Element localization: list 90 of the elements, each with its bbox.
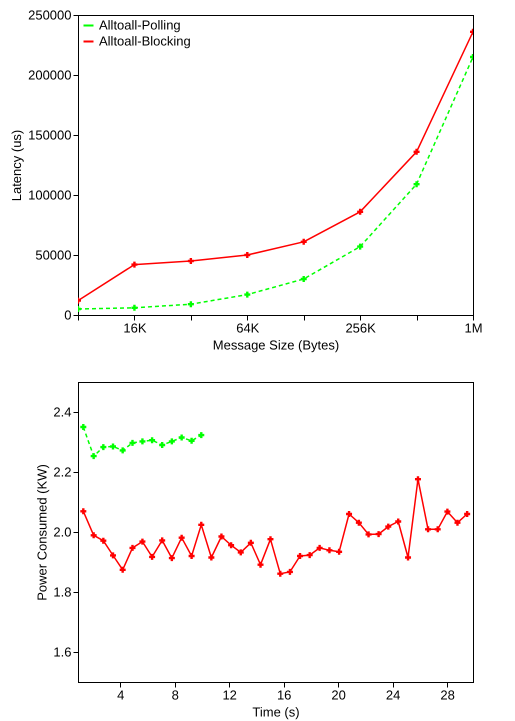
point [90, 453, 97, 460]
y-tick-label: 0 [64, 308, 72, 322]
legend-label: Alltoall-Blocking [99, 34, 191, 48]
point [316, 544, 323, 551]
point [218, 534, 224, 540]
point [178, 434, 185, 440]
point [120, 566, 126, 573]
point [139, 538, 146, 545]
y-axis-title: Power Consumed (KW) [34, 464, 50, 601]
point [336, 548, 342, 555]
y-tick-label: 2.0 [53, 524, 72, 540]
point [238, 549, 244, 556]
point [434, 526, 441, 532]
point [425, 526, 432, 532]
point [357, 208, 364, 215]
point [454, 520, 460, 526]
point [168, 438, 175, 444]
point [149, 437, 156, 444]
point [248, 540, 254, 546]
x-tick-label: 8 [172, 688, 179, 702]
x-tick-label: 256K [345, 320, 376, 336]
x-tick-label: 24 [386, 688, 400, 702]
point [414, 148, 420, 155]
point [258, 562, 264, 568]
point [208, 554, 214, 560]
point [277, 570, 284, 577]
point [414, 476, 421, 482]
x-tick-label: 16K [123, 320, 147, 336]
point [376, 531, 382, 538]
point [357, 244, 364, 250]
point [385, 524, 392, 530]
point [326, 547, 332, 554]
point [306, 552, 313, 558]
y-tick-label: 2.4 [53, 404, 72, 420]
y-tick-label: 50000 [35, 248, 72, 262]
point [286, 568, 293, 575]
point [188, 553, 195, 559]
y-tick-label: 250000 [28, 8, 72, 22]
point [244, 292, 250, 298]
x-tick-label: 20 [331, 688, 346, 702]
point [149, 554, 156, 560]
point [90, 532, 97, 538]
x-tick-label: 64K [236, 320, 260, 336]
point [414, 181, 420, 188]
y-tick-label: 100000 [28, 188, 72, 202]
point [178, 534, 185, 541]
point [129, 440, 136, 446]
point [444, 508, 450, 515]
point [356, 520, 362, 526]
point [80, 508, 86, 514]
y-tick-label: 1.8 [53, 584, 72, 600]
y-tick-label: 200000 [28, 68, 72, 82]
point [100, 538, 106, 544]
point [159, 442, 166, 448]
point [188, 301, 194, 308]
point [366, 531, 372, 538]
legend-label: Alltoall-Polling [99, 18, 181, 32]
point [188, 438, 195, 444]
x-tick-label: 28 [440, 688, 455, 702]
point [300, 238, 307, 245]
point [131, 304, 138, 311]
y-tick-label: 1.6 [53, 644, 72, 660]
y-axis-title: Latency (us) [9, 130, 24, 202]
point [300, 276, 307, 282]
point [80, 424, 86, 430]
x-axis-title: Message Size (Bytes) [212, 338, 340, 352]
x-tick-label: 1M [464, 320, 483, 336]
point [159, 537, 166, 544]
point [464, 511, 470, 517]
point [110, 552, 116, 558]
point [188, 258, 194, 264]
x-axis-title: Time (s) [252, 704, 300, 720]
point [168, 555, 175, 562]
point [100, 444, 106, 450]
x-tick-label: 16 [276, 688, 292, 702]
y-tick-label: 2.2 [53, 464, 72, 480]
point [395, 518, 402, 524]
point [139, 438, 146, 444]
point [228, 542, 234, 548]
x-tick-label: 12 [222, 688, 237, 702]
point [267, 536, 274, 542]
point [346, 511, 352, 517]
point [198, 432, 204, 438]
x-tick-label: 4 [117, 688, 124, 702]
point [129, 544, 136, 551]
point [131, 262, 138, 268]
y-tick-label: 150000 [28, 128, 72, 142]
point [198, 522, 204, 528]
point [244, 252, 250, 258]
point [120, 447, 126, 454]
